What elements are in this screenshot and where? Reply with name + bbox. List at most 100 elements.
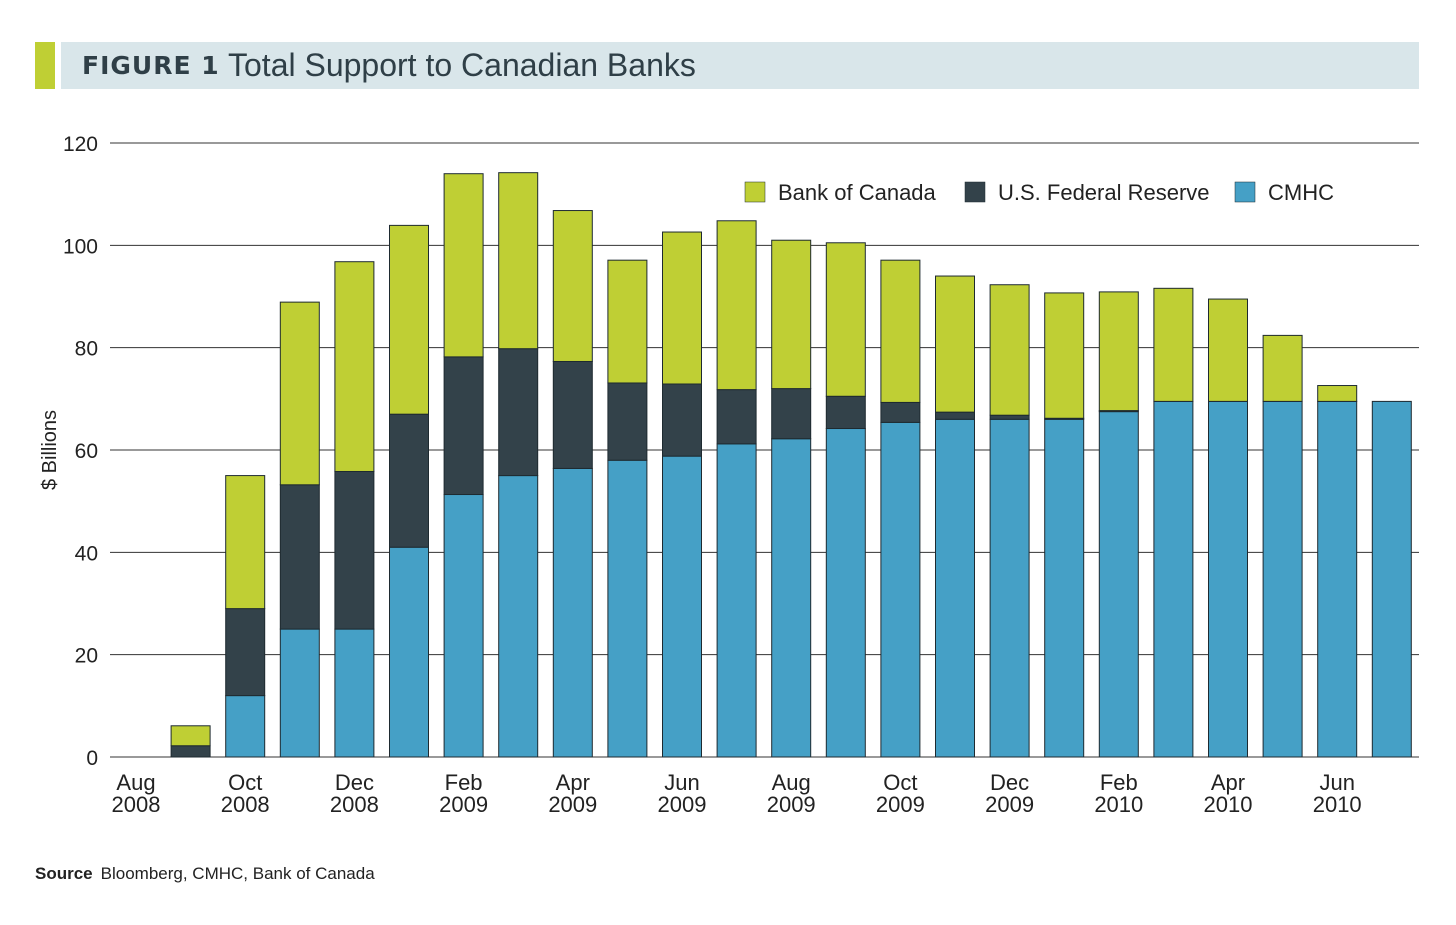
bar-segment xyxy=(771,239,812,390)
source-label: Source xyxy=(35,864,93,883)
figure-label: FIGURE 1 xyxy=(82,51,220,80)
bar-segment xyxy=(279,484,320,630)
bar-segment xyxy=(498,172,539,350)
legend-label: CMHC xyxy=(1268,180,1334,205)
y-axis-label: $ Billions xyxy=(39,410,61,490)
x-tick-label-year: 2009 xyxy=(767,792,816,817)
bar-segment xyxy=(279,628,320,758)
bar-segment xyxy=(1098,291,1139,412)
figure-title: Total Support to Canadian Banks xyxy=(228,47,696,83)
bar-segment xyxy=(443,356,484,496)
bar-segment xyxy=(1044,418,1085,758)
x-tick-label-month: Apr xyxy=(556,770,590,795)
bar-segment xyxy=(825,242,866,397)
bar-segment xyxy=(880,421,921,758)
bar-segment xyxy=(989,414,1030,420)
bar-segment xyxy=(552,467,593,758)
legend-swatch xyxy=(964,181,986,203)
x-tick-label-month: Aug xyxy=(116,770,155,795)
bar-segment xyxy=(880,401,921,423)
x-tick-label-year: 2008 xyxy=(330,792,379,817)
bar-segment xyxy=(716,220,757,391)
bar-segment xyxy=(1044,292,1085,419)
bar-segment xyxy=(607,382,648,461)
x-tick-label-year: 2010 xyxy=(1094,792,1143,817)
bar-segment xyxy=(389,224,429,415)
source-note: Source Bloomberg, CMHC, Bank of Canada xyxy=(35,864,375,884)
bar-segment xyxy=(225,695,266,758)
bar-segment xyxy=(334,261,375,472)
x-tick-label-year: 2009 xyxy=(876,792,925,817)
bar-segment xyxy=(389,413,429,548)
bar-segment xyxy=(1208,400,1248,758)
legend-swatch xyxy=(1234,181,1256,203)
bar-segment xyxy=(170,725,211,747)
bar-segment xyxy=(1317,385,1358,402)
bar-segment xyxy=(552,210,593,362)
x-tick-label-month: Apr xyxy=(1211,770,1245,795)
x-tick-label-month: Feb xyxy=(1100,770,1138,795)
bar-segment xyxy=(935,411,975,420)
bar-segment xyxy=(771,438,812,758)
bar-segment xyxy=(1317,400,1358,758)
bar-segment xyxy=(1098,411,1139,758)
bar-segment xyxy=(989,418,1030,758)
bar-segment xyxy=(225,475,266,610)
y-tick-label: 0 xyxy=(86,747,98,770)
x-tick-label-month: Oct xyxy=(228,770,262,795)
header-band xyxy=(61,42,1419,89)
bar-segment xyxy=(498,475,539,758)
bar-segment xyxy=(989,284,1030,416)
legend-label: Bank of Canada xyxy=(778,180,937,205)
x-tick-label-month: Dec xyxy=(990,770,1029,795)
bar-segment xyxy=(225,608,266,697)
x-tick-label-month: Jun xyxy=(664,770,699,795)
x-tick-label-year: 2009 xyxy=(439,792,488,817)
x-tick-label-year: 2009 xyxy=(658,792,707,817)
x-tick-label-month: Jun xyxy=(1319,770,1354,795)
bar-segment xyxy=(825,395,866,430)
x-tick-label-year: 2009 xyxy=(548,792,597,817)
header-accent-bar xyxy=(35,42,55,89)
y-tick-label: 60 xyxy=(75,440,98,463)
legend-label: U.S. Federal Reserve xyxy=(998,180,1210,205)
x-tick-label-month: Dec xyxy=(335,770,374,795)
bar-segment xyxy=(279,301,320,486)
bar-segment xyxy=(662,383,702,457)
bar-segment xyxy=(662,455,702,758)
y-tick-label: 120 xyxy=(63,133,98,156)
y-tick-label: 40 xyxy=(75,542,98,565)
bar-segment xyxy=(443,494,484,758)
x-tick-label-month: Oct xyxy=(883,770,917,795)
y-tick-label: 100 xyxy=(63,235,98,258)
bar-segment xyxy=(935,418,975,758)
bar-segment xyxy=(825,428,866,758)
bar-segment xyxy=(443,173,484,358)
x-tick-label-year: 2008 xyxy=(112,792,161,817)
bar-segment xyxy=(1153,287,1194,402)
bar-segment xyxy=(1208,298,1248,402)
bar-segment xyxy=(1262,334,1303,402)
bar-segment xyxy=(1262,400,1303,758)
source-text: Bloomberg, CMHC, Bank of Canada xyxy=(100,864,375,883)
y-tick-label: 20 xyxy=(75,645,98,668)
x-tick-label-year: 2010 xyxy=(1313,792,1362,817)
bar-segment xyxy=(552,360,593,469)
bar-segment xyxy=(1371,400,1412,758)
x-tick-label-year: 2008 xyxy=(221,792,270,817)
bar-segment xyxy=(716,389,757,445)
bar-segment xyxy=(607,259,648,384)
bar-segment xyxy=(880,259,921,403)
x-tick-label-year: 2010 xyxy=(1204,792,1253,817)
bar-segment xyxy=(389,546,429,758)
bar-segment xyxy=(607,459,648,758)
x-tick-label-month: Aug xyxy=(772,770,811,795)
bar-segment xyxy=(935,275,975,413)
bar-segment xyxy=(334,470,375,630)
y-tick-label: 80 xyxy=(75,338,98,361)
bar-segment xyxy=(334,628,375,758)
bar-segment xyxy=(716,443,757,758)
bar-segment xyxy=(1153,400,1194,758)
bar-segment xyxy=(170,745,211,758)
